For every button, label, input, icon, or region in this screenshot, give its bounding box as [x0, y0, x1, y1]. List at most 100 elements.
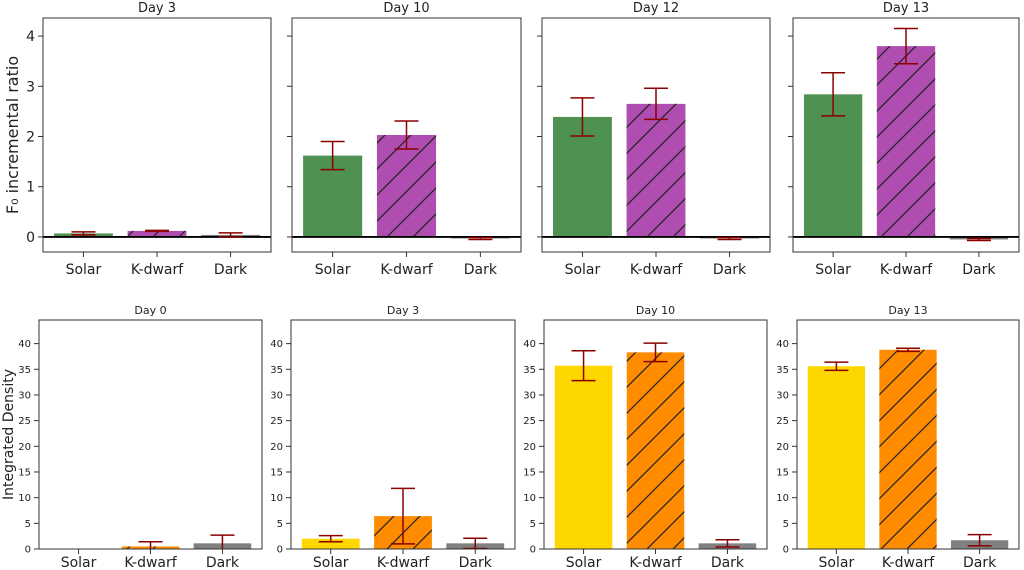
error-bar-dark: [210, 534, 235, 549]
subplot-title: Day 13: [888, 304, 927, 317]
y-tick-label: 10: [270, 493, 283, 504]
error-bar-k-dwarf: [145, 229, 169, 233]
subplot-title: Day 3: [387, 304, 419, 317]
y-tick-label: 10: [18, 493, 31, 504]
y-tick-label: 30: [776, 390, 789, 401]
y-tick-label: 25: [18, 416, 31, 427]
y-tick-label: 35: [18, 365, 31, 376]
bar-solar: [301, 538, 360, 549]
y-tick-label: 0: [530, 545, 536, 556]
subplot-top-day-13: Solar K-dwarf Dark Day 13: [788, 1, 1020, 278]
bar-hatch-k-dwarf: [876, 46, 936, 237]
error-bar-dark: [715, 539, 740, 548]
y-tick-label: 35: [776, 365, 789, 376]
y-tick-label: 30: [270, 390, 283, 401]
x-tick-label: Solar: [313, 555, 349, 570]
x-tick-label: Dark: [963, 555, 997, 570]
y-axis-label: Integrated Density: [1, 369, 17, 500]
error-bar-k-dwarf: [138, 541, 163, 549]
y-tick-label: 4: [26, 29, 35, 45]
x-tick-label: Dark: [713, 262, 747, 278]
y-tick-label: 40: [18, 339, 31, 350]
error-bar-dark: [218, 232, 243, 238]
y-tick-label: 35: [270, 365, 283, 376]
subplot-title: Day 12: [633, 1, 679, 16]
subplot-bottom-day-10: 0 5 10 15 20 25 30 35 40 Solar K-dwarf Dark Day 10: [523, 304, 768, 570]
y-tick-label: 20: [523, 442, 536, 453]
y-tick-label: 10: [523, 493, 536, 504]
y-tick-label: 0: [25, 545, 31, 556]
x-tick-label: Solar: [815, 262, 851, 278]
bar-hatch-k-dwarf: [626, 352, 685, 549]
y-tick-label: 0: [783, 545, 789, 556]
y-tick-label: 5: [530, 519, 536, 530]
x-tick-label: Dark: [464, 262, 498, 278]
y-tick-label: 20: [776, 442, 789, 453]
error-bar-solar: [571, 350, 596, 382]
x-tick-label: Dark: [214, 262, 248, 278]
x-tick-label: K-dwarf: [131, 262, 184, 278]
bar-hatch-k-dwarf: [879, 349, 937, 549]
error-bar-k-dwarf: [391, 487, 415, 545]
y-tick-label: 5: [277, 519, 283, 530]
error-bar-dark: [967, 533, 992, 547]
error-bar-k-dwarf: [894, 27, 918, 65]
y-tick-label: 30: [523, 390, 536, 401]
subplot-title: Day 0: [134, 304, 166, 317]
x-tick-label: Solar: [66, 262, 102, 278]
error-bar-dark: [966, 237, 991, 242]
subplot-bottom-day-3: 0 5 10 15 20 25 30 35 40 Solar K-dwarf Dark Day 3: [270, 304, 516, 570]
x-tick-label: Solar: [819, 555, 855, 570]
x-tick-label: K-dwarf: [377, 555, 430, 570]
bar-hatch-k-dwarf: [127, 230, 187, 237]
error-bar-dark: [468, 236, 493, 241]
y-tick-label: 5: [783, 519, 789, 530]
y-axis-label: F₀ incremental ratio: [3, 56, 22, 214]
axes-frame: [42, 17, 272, 253]
bar-hatch-k-dwarf: [626, 103, 686, 237]
x-tick-label: Dark: [206, 555, 240, 570]
error-bar-dark: [717, 236, 742, 241]
x-tick-label: K-dwarf: [380, 262, 433, 278]
y-tick-label: 0: [26, 230, 35, 246]
subplot-bottom-day-0: 0 5 10 15 20 25 30 35 40 Solar K-dwarf Dark Day 0 Int…: [1, 304, 263, 570]
y-tick-label: 1: [26, 180, 35, 196]
x-tick-label: Solar: [566, 555, 602, 570]
y-tick-label: 15: [270, 467, 283, 478]
y-tick-label: 20: [18, 442, 31, 453]
y-tick-label: 30: [18, 390, 31, 401]
error-bar-k-dwarf: [644, 87, 668, 121]
subplot-top-day-10: Solar K-dwarf Dark Day 10: [287, 1, 522, 278]
x-tick-label: Dark: [459, 555, 493, 570]
x-tick-label: K-dwarf: [630, 262, 683, 278]
y-tick-label: 15: [523, 467, 536, 478]
x-tick-label: K-dwarf: [124, 555, 177, 570]
y-tick-label: 40: [523, 339, 536, 350]
y-tick-label: 20: [270, 442, 283, 453]
y-tick-label: 25: [270, 416, 283, 427]
x-tick-label: K-dwarf: [880, 262, 933, 278]
bar-solar: [803, 94, 863, 237]
y-tick-label: 25: [776, 416, 789, 427]
subplot-title: Day 10: [636, 304, 675, 317]
subplot-title: Day 13: [883, 1, 929, 16]
x-tick-label: Solar: [315, 262, 351, 278]
bar-solar: [553, 116, 612, 237]
x-tick-label: Dark: [962, 262, 996, 278]
error-bar-solar: [821, 71, 846, 117]
y-tick-label: 35: [523, 365, 536, 376]
bar-solar: [807, 366, 866, 549]
x-tick-label: K-dwarf: [629, 555, 682, 570]
y-tick-label: 15: [776, 467, 789, 478]
y-tick-label: 40: [270, 339, 283, 350]
y-tick-label: 0: [277, 545, 283, 556]
x-tick-label: Solar: [61, 555, 97, 570]
subplot-top-day-3: 0 1 2 3 4 Solar K-dwarf Dark Day 3 F₀ incremental…: [3, 1, 272, 278]
error-bar-solar: [570, 97, 595, 137]
y-tick-label: 40: [776, 339, 789, 350]
subplot-bottom-day-13: 0 5 10 15 20 25 30 35 40 Solar K-dwarf Dark Day 13: [776, 304, 1020, 570]
x-tick-label: Solar: [565, 262, 601, 278]
subplot-title: Day 10: [383, 1, 429, 16]
y-tick-label: 15: [18, 467, 31, 478]
subplot-title: Day 3: [138, 1, 176, 16]
